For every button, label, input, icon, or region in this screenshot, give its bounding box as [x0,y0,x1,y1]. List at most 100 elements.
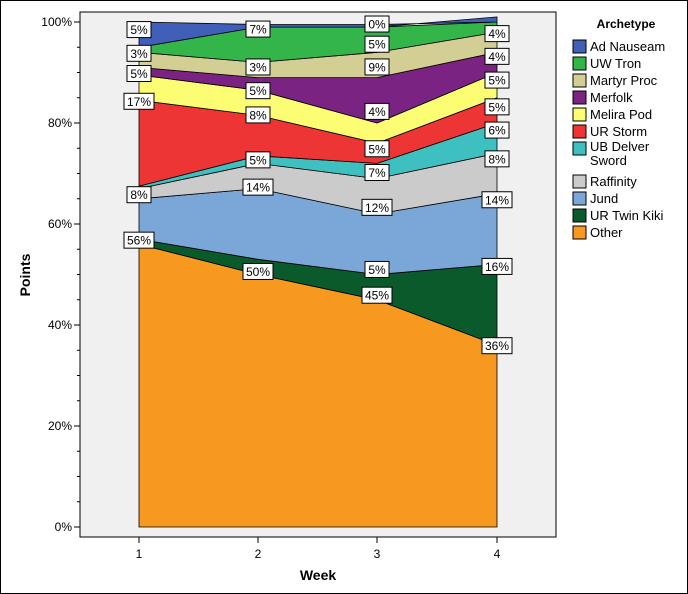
data-label: 12% [361,198,393,216]
data-label-text: 14% [485,193,509,207]
legend-item-ad-nauseam: Ad Nauseam [572,39,665,54]
data-label-text: 12% [365,201,389,215]
data-label-text: 0% [368,18,386,32]
data-label-text: 5% [368,38,386,52]
y-tick-label: 60% [48,217,72,231]
x-tick-label: 1 [136,547,143,561]
data-label-box [364,35,390,53]
legend-swatch [572,174,587,189]
data-label-text: 8% [249,108,267,122]
legend-swatch [572,208,587,223]
data-label-text: 5% [249,153,267,167]
legend-label: Ad Nauseam [590,39,665,54]
data-label-text: 7% [249,23,267,37]
legend-swatch [572,141,587,156]
x-tick-label: 4 [494,547,501,561]
legend-item-ur-storm: UR Storm [572,124,647,139]
data-label-text: 5% [249,84,267,98]
legend-swatch [572,225,587,240]
legend-label: Other [590,225,623,240]
legend-item-martyr-proc: Martyr Proc [572,73,658,88]
data-label-box [484,47,510,65]
y-tick-label: 40% [48,318,72,332]
data-label-box [484,121,510,139]
data-label: 5% [126,65,152,83]
data-label-box [364,15,390,33]
data-label: 14% [242,178,274,196]
data-label: 16% [481,257,513,275]
legend-swatch [572,107,587,122]
legend-item-uw-tron: UW Tron [572,56,641,71]
data-label-text: 5% [130,67,148,81]
data-label-text: 45% [365,289,389,303]
data-label-box [242,262,274,280]
data-label: 7% [245,20,271,38]
x-tick-label: 2 [255,547,262,561]
data-label-box [245,151,271,169]
data-label: 17% [123,92,155,110]
data-label-box [245,58,271,76]
data-label-box [361,198,393,216]
legend-label: Jund [590,191,618,206]
legend-item-other: Other [572,225,623,240]
data-label: 7% [364,163,390,181]
data-label: 5% [364,140,390,158]
data-label: 5% [364,260,390,278]
data-label: 56% [123,231,155,249]
data-label-box [126,44,152,62]
data-label-box [126,21,152,39]
data-label-text: 16% [485,260,509,274]
data-label: 8% [245,106,271,124]
data-label: 5% [484,71,510,89]
data-label-box [245,106,271,124]
legend-title: Archetype [597,17,656,31]
data-label-box [484,25,510,43]
legend: Archetype Ad Nauseam UW Tron Martyr Proc Me… [572,17,665,240]
data-label-text: 17% [127,95,151,109]
data-label: 0% [364,15,390,33]
y-tick-label: 80% [48,116,72,130]
legend-item-jund: Jund [572,191,618,206]
data-label: 50% [242,262,274,280]
data-label-text: 5% [488,74,506,88]
data-label: 36% [481,337,513,355]
data-label-text: 4% [488,27,506,41]
data-label-text: 5% [368,142,386,156]
data-label-text: 8% [488,152,506,166]
data-label-box [484,71,510,89]
legend-label: Martyr Proc [590,73,658,88]
data-label-box [361,286,393,304]
data-label-text: 4% [488,50,506,64]
legend-swatch [572,124,587,139]
data-label: 8% [484,150,510,168]
legend-label: UR Storm [590,124,647,139]
legend-item-merfolk: Merfolk [572,90,633,105]
data-label-box [123,92,155,110]
data-label-box [484,98,510,116]
area-layers [138,16,498,528]
data-label-box [245,20,271,38]
legend-swatch [572,90,587,105]
x-axis-title: Week [300,567,337,583]
data-label-box [364,58,390,76]
data-label-box [242,178,274,196]
legend-item-ur-twin-kiki: UR Twin Kiki [572,208,664,223]
y-tick-label: 20% [48,419,72,433]
data-label: 5% [126,21,152,39]
data-label-box [364,260,390,278]
data-labels: 5% 3% 5% 17% 8% 56% 7% 3% 5% 8% 5% 14% 50% 0% 5% 9% 4% 5%… [123,15,513,355]
data-label-text: 36% [485,339,509,353]
data-label-text: 8% [130,188,148,202]
data-label: 4% [364,102,390,120]
legend-label: UR Twin Kiki [590,208,664,223]
data-label: 5% [484,98,510,116]
x-tick-label: 3 [374,547,381,561]
legend-item-raffinity: Raffinity [572,174,637,189]
data-label-text: 5% [488,100,506,114]
legend-label: UB Delver Sword [590,139,650,168]
data-label-box [245,82,271,100]
data-label: 9% [364,58,390,76]
data-label-box [364,102,390,120]
y-tick-label: 100% [41,15,72,29]
